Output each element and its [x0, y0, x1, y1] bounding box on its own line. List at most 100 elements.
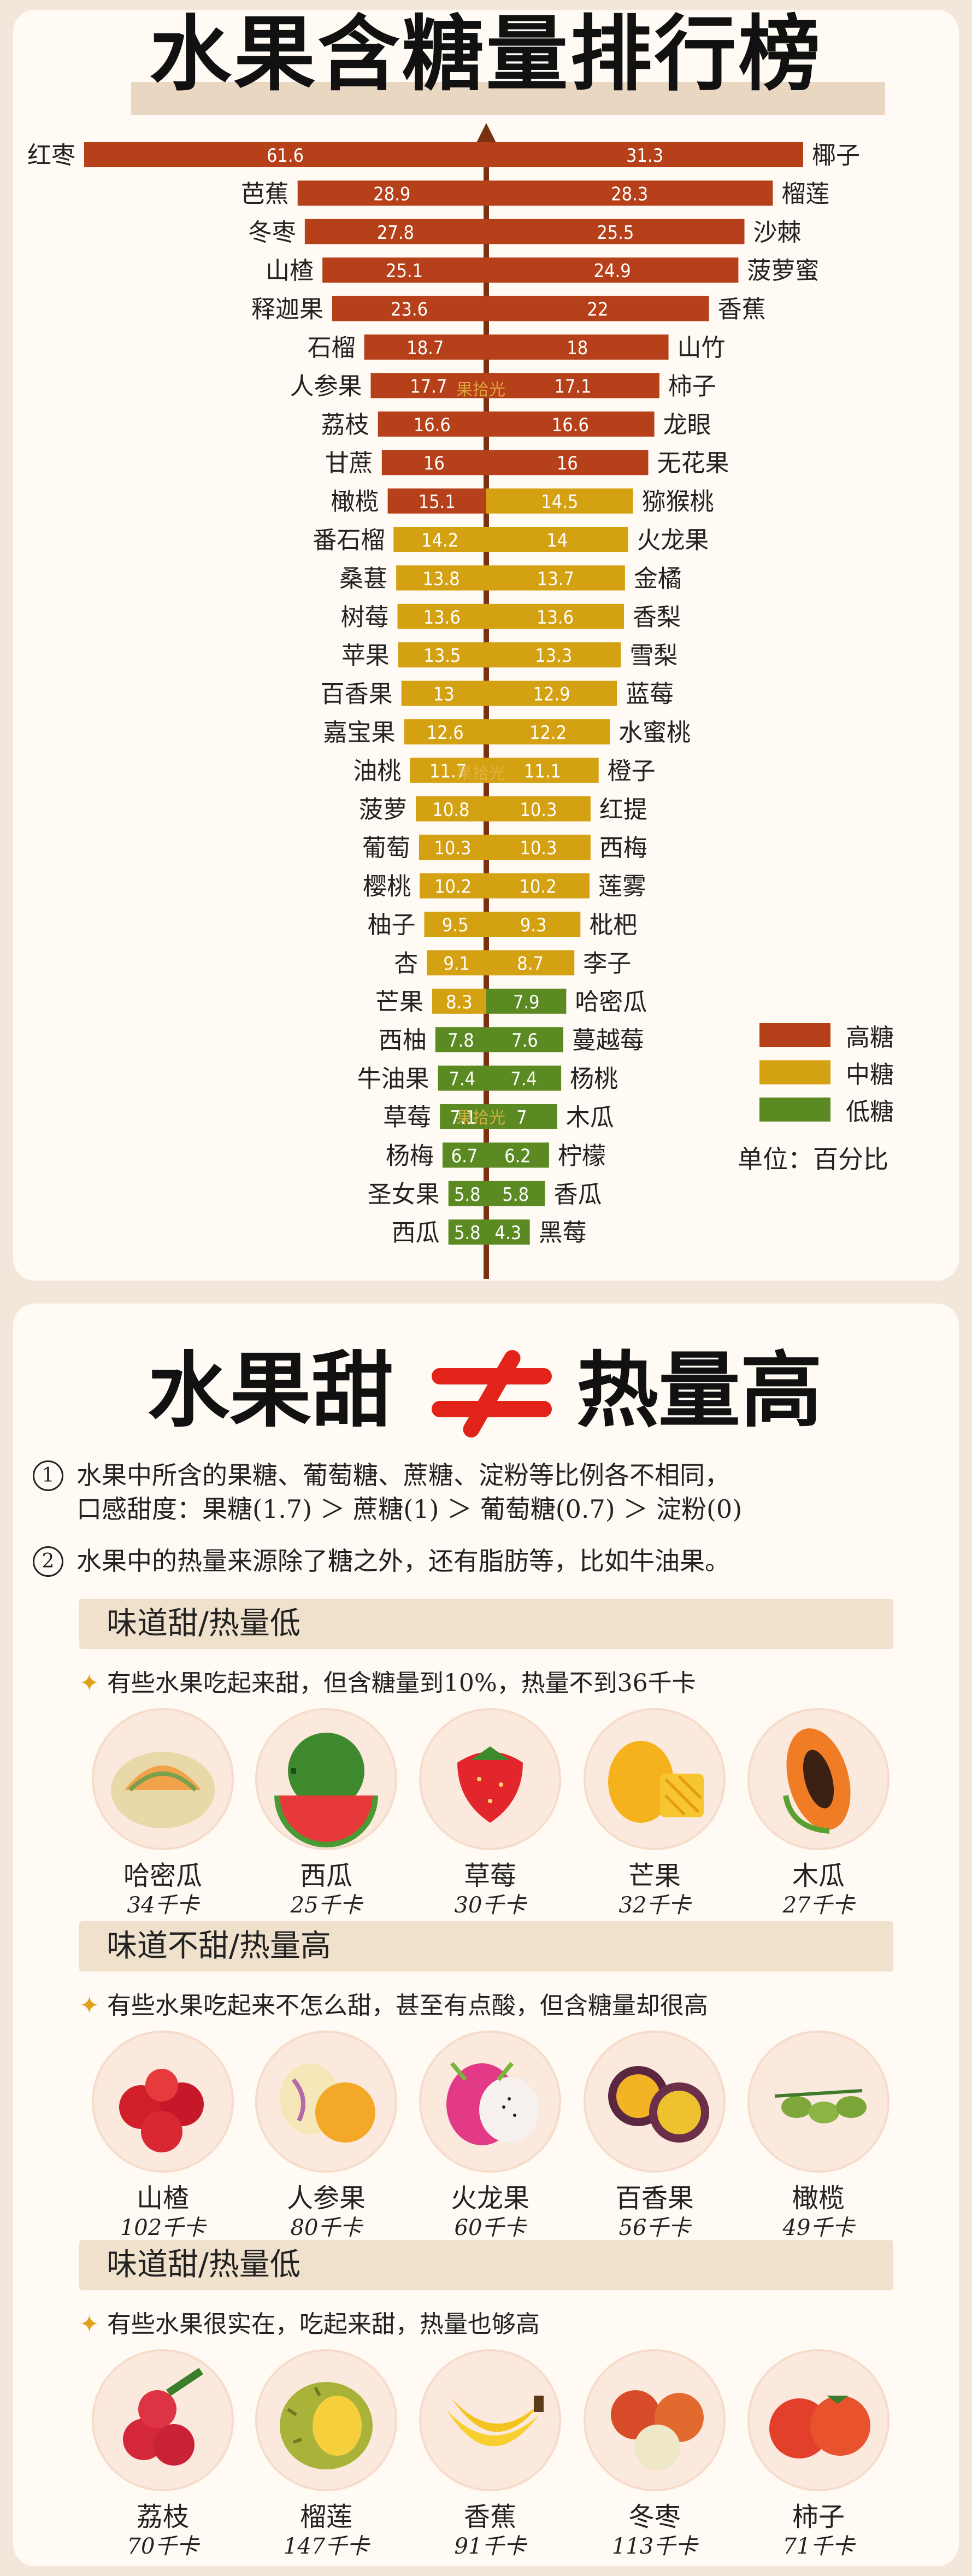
fruit-calories: 80千卡: [290, 2215, 362, 2240]
category-label: 油桃: [353, 757, 401, 785]
bar-group: 13.6 香梨: [486, 603, 681, 631]
fruit-name: 木瓜: [792, 1861, 845, 1891]
category-label: 桑葚: [339, 565, 387, 592]
bar: [486, 719, 610, 744]
bar: [486, 142, 803, 167]
bar-value-label: 18: [567, 337, 588, 359]
category-label: 金橘: [634, 565, 682, 592]
bar-group: 28.3 榴莲: [486, 180, 829, 208]
bar-value-label: 13.7: [537, 568, 574, 590]
fruit-calories: 30千卡: [454, 1893, 526, 1918]
bar-group: 11.1 橙子: [486, 757, 656, 785]
bar-value-label: 9.1: [443, 953, 470, 975]
category-label: 橄榄: [331, 488, 379, 516]
category-label: 沙棘: [753, 219, 802, 247]
bar-value-label: 15.1: [419, 491, 456, 513]
category-label: 火龙果: [637, 526, 709, 554]
fruit-card: 火龙果 60千卡: [419, 2031, 561, 2241]
fruit-card: 榴莲 147千卡: [255, 2349, 397, 2560]
category-label: 椰子: [812, 142, 860, 169]
fruit-card: 芒果 32千卡: [584, 1708, 726, 1919]
legend-swatch-high: [759, 1023, 830, 1047]
bar-group: 12.9 蓝莓: [486, 680, 674, 708]
category-label: 龙眼: [663, 411, 711, 439]
bar: [486, 565, 625, 591]
category-label: 圣女果: [368, 1181, 440, 1208]
note-1-line2: 口感甜度：果糖(1.7) ＞ 蔗糖(1) ＞ 葡萄糖(0.7) ＞ 淀粉(0): [76, 1494, 743, 1524]
bar-value-label: 13.3: [535, 645, 572, 667]
bar: [486, 488, 633, 514]
bar-value-label: 9.5: [442, 914, 469, 936]
bar: [486, 219, 745, 244]
fruit-card: 山楂 102千卡: [92, 2031, 234, 2241]
bar-value-label: 5.8: [454, 1222, 481, 1244]
section-description: ✦ 有些水果很实在，吃起来甜，热量也够高: [79, 2304, 540, 2339]
fruit-name: 冬枣: [628, 2502, 681, 2532]
section-description-text: 有些水果吃起来甜，但含糖量到10%，热量不到36千卡: [107, 1669, 696, 1697]
category-label: 杏: [394, 949, 418, 977]
category-label: 蓝莓: [626, 680, 674, 708]
sparkle-icon: ✦: [79, 2310, 99, 2338]
durian-icon: [255, 2349, 397, 2491]
category-label: 雪梨: [629, 642, 678, 670]
bar: [396, 565, 486, 591]
category-label: 释迦果: [251, 296, 323, 324]
bar: [486, 988, 567, 1014]
fruit-calories: 49千卡: [782, 2215, 855, 2240]
bar-group: 17.1 柿子: [486, 372, 716, 400]
bar-value-label: 9.3: [520, 914, 547, 936]
section-description-text: 有些水果吃起来不怎么甜，甚至有点酸，但含糖量却很高: [107, 1992, 708, 2020]
bar: [486, 335, 669, 360]
bar: [486, 642, 621, 668]
bar: [486, 603, 625, 629]
fruit-name: 芒果: [628, 1861, 681, 1891]
bar-value-label: 16: [423, 453, 445, 474]
bar-group: 9.3 枇杷: [486, 911, 637, 939]
olive-icon: [747, 2031, 889, 2173]
category-label: 李子: [583, 949, 631, 977]
legend-item-low: 低糖: [759, 1091, 894, 1128]
category-label: 猕猴桃: [642, 488, 714, 516]
bar: [364, 335, 486, 360]
bar-group: 13 百香果: [321, 680, 486, 708]
fruit-calories: 32千卡: [618, 1893, 691, 1918]
bar-group: 22 香蕉: [486, 296, 766, 324]
bar: [410, 758, 486, 783]
bar-group: 15.1 橄榄: [331, 488, 486, 516]
note-1: 1 水果中所含的果糖、葡萄糖、蔗糖、淀粉等比例各不相同， 口感甜度：果糖(1.7…: [33, 1458, 743, 1526]
y-axis-line: [484, 139, 489, 1279]
fruit-calories: 91千卡: [454, 2534, 526, 2559]
bar-group: 10.3 葡萄: [362, 834, 486, 862]
bar-group: 14.2 番石榴: [313, 526, 486, 554]
bar: [387, 488, 486, 514]
category-label: 杨桃: [570, 1065, 618, 1093]
bar-group: 7.9 哈密瓜: [486, 988, 647, 1016]
bar: [398, 642, 486, 668]
bar-group: 10.3 红提: [486, 796, 647, 824]
fruit-card: 木瓜 27千卡: [747, 1708, 889, 1919]
category-label: 榴莲: [781, 180, 829, 208]
category-label: 莲雾: [598, 873, 646, 901]
bar-value-label: 18.7: [407, 337, 444, 359]
category-label: 山楂: [266, 257, 314, 285]
category-label: 牛油果: [357, 1065, 429, 1093]
bar-value-label: 6.2: [504, 1145, 531, 1167]
bar-value-label: 24.9: [594, 260, 631, 282]
category-label: 柠檬: [558, 1142, 606, 1170]
fruit-card: 柿子 71千卡: [747, 2349, 889, 2560]
fruit-name: 山楂: [136, 2183, 189, 2214]
bar-group: 14 火龙果: [486, 526, 709, 554]
bar-value-label: 13: [433, 684, 455, 706]
bar-group: 8.7 李子: [486, 949, 631, 977]
category-label: 枇杷: [589, 911, 637, 939]
fruit-name: 哈密瓜: [123, 1861, 202, 1891]
bar: [427, 950, 486, 976]
bar-value-label: 10.3: [434, 837, 471, 859]
fruit-card: 哈密瓜 34千卡: [92, 1708, 234, 1919]
fruit-name: 人参果: [286, 2183, 366, 2214]
category-label: 芭蕉: [241, 180, 289, 208]
bar-group: 7 木瓜: [486, 1104, 614, 1131]
note-2: 2 水果中的热量来源除了糖之外，还有脂肪等，比如牛油果。: [33, 1544, 730, 1578]
category-label: 人参果: [290, 372, 362, 400]
category-label: 菠萝: [359, 796, 407, 824]
